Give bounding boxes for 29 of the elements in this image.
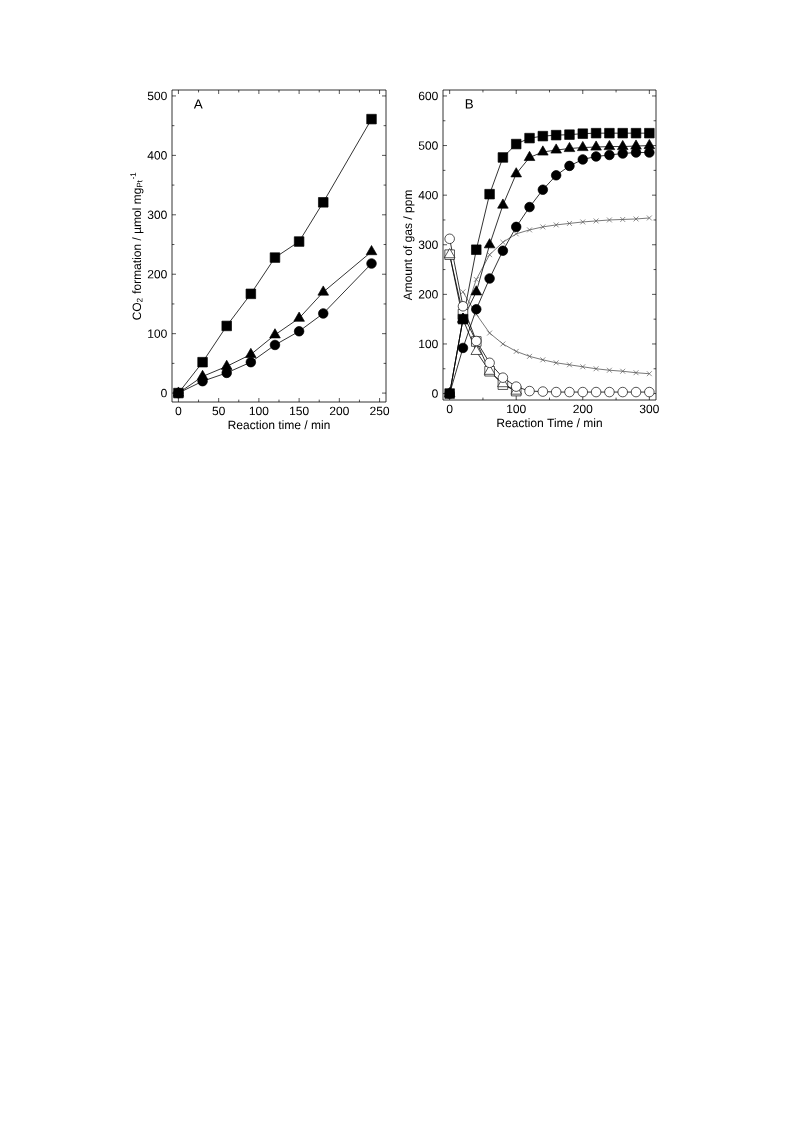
x-tick-label: 100	[507, 404, 526, 414]
y-tick-label: 200	[418, 290, 438, 299]
y-tick-label: 300	[147, 210, 167, 220]
x-tick-label: 0	[446, 404, 453, 414]
y-tick-label: 100	[148, 329, 167, 338]
x-tick-label: 200	[329, 406, 349, 416]
x-tick-label: 50	[212, 406, 225, 416]
y-tick-label: 400	[147, 151, 167, 160]
y-tick-label: 600	[418, 91, 438, 101]
x-tick-label: 150	[290, 406, 309, 416]
text: B	[465, 99, 473, 109]
y-tick-label: 500	[418, 141, 438, 150]
x-tick-label: 200	[573, 404, 593, 414]
y-tick-label: 400	[418, 190, 438, 200]
x-axis-title: Reaction time / min	[228, 420, 330, 430]
y-tick-label: 300	[418, 240, 438, 250]
y-axis-title: Amount of gas / ppm	[403, 190, 415, 301]
y-tick-label: 0	[161, 388, 167, 398]
text: A	[193, 99, 203, 109]
x-tick-label: 100	[249, 406, 269, 416]
y-tick-label: 200	[147, 269, 167, 279]
x-axis-title: Reaction Time / min	[497, 418, 602, 428]
y-tick-label: 0	[432, 389, 438, 398]
y-tick-label: 100	[419, 339, 438, 349]
y-tick-label: 500	[147, 91, 167, 101]
x-tick-label: 250	[370, 406, 390, 416]
x-tick-label: 0	[175, 406, 182, 416]
y-axis-title: CO$_{2}$ formation / µmol mg$_{Pt}$-1	[130, 172, 144, 320]
x-tick-label: 300	[639, 404, 659, 414]
